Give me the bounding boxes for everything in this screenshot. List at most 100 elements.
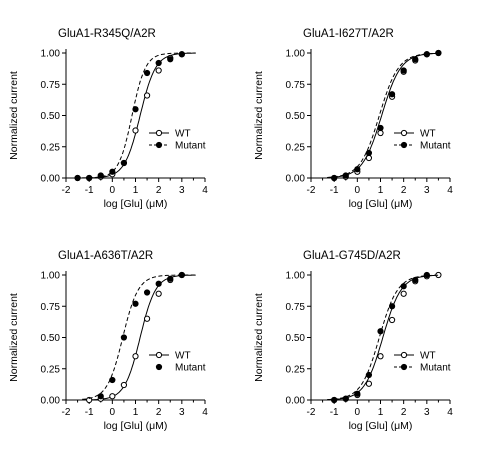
data-point-mutant (400, 283, 407, 290)
legend-marker (155, 141, 163, 149)
data-point-wt (155, 290, 162, 297)
x-tick-label: 4 (202, 185, 208, 196)
y-tick-label: 0.00 (41, 396, 61, 407)
chart-title: GluA1-A636T/A2R (58, 250, 153, 262)
legend-marker (155, 129, 163, 137)
y-axis-label: Normalized current (253, 293, 265, 382)
x-tick-label: 2 (401, 407, 407, 418)
legend-label: Mutant (175, 141, 206, 152)
x-tick-label: -1 (85, 407, 94, 418)
data-point-wt (86, 396, 93, 404)
data-point-wt (143, 315, 151, 322)
data-point-mutant (412, 276, 419, 284)
data-point-wt (377, 129, 384, 137)
x-tick-label: 4 (447, 185, 453, 196)
data-point-mutant (365, 149, 373, 157)
data-point-mutant (423, 51, 430, 58)
chart-panel-3: GluA1-A636T/A2R 0.00 0.25 0.50 0.75 1.00 -2 -1 0… (8, 250, 208, 432)
data-point-mutant (400, 67, 407, 74)
data-point-mutant (143, 289, 151, 296)
legend-marker (400, 351, 408, 359)
legend-marker (400, 141, 408, 149)
x-axis-label: log [Glu] (μM) (104, 420, 168, 432)
x-tick-label: 3 (179, 407, 185, 418)
fit-curve-mutant (327, 52, 441, 178)
y-tick-label: 0.75 (286, 302, 306, 313)
fit-curve-mutant (82, 274, 196, 400)
y-tick-label: 0.50 (41, 111, 61, 122)
x-tick-label: 1 (133, 407, 139, 418)
data-point-wt (365, 154, 373, 162)
data-point-mutant (97, 172, 104, 179)
data-point-mutant (388, 91, 396, 98)
data-point-wt (132, 353, 139, 360)
data-point-mutant (178, 271, 185, 279)
data-point-mutant (342, 395, 349, 402)
data-point-wt (143, 92, 151, 99)
x-tick-label: 3 (179, 185, 185, 196)
x-tick-label: 2 (156, 185, 162, 196)
data-point-mutant (120, 159, 128, 167)
data-point-mutant (412, 56, 419, 63)
legend-label: Mutant (175, 363, 206, 374)
data-point-wt (109, 393, 116, 400)
fit-curve-wt (327, 274, 441, 401)
chart-title: GluA1-G745D/A2R (303, 250, 401, 262)
y-axis-label: Normalized current (253, 71, 265, 160)
x-tick-label: 1 (378, 407, 384, 418)
data-point-mutant (354, 390, 361, 397)
chart-panel-4: GluA1-G745D/A2R 0.00 0.25 0.50 0.75 1.00 -2 -1 0… (253, 250, 453, 432)
chart-panel-2: GluA1-I627T/A2R 0.00 0.25 0.50 0.75 1.00 -2 -1 0… (253, 28, 453, 210)
x-tick-label: 0 (355, 185, 361, 196)
legend-marker (400, 363, 408, 371)
y-tick-label: 1.00 (41, 271, 61, 282)
y-tick-label: 0.75 (41, 302, 61, 313)
x-tick-label: -2 (307, 407, 316, 418)
data-point-mutant (109, 376, 116, 384)
fit-curve-wt (327, 52, 441, 179)
legend-marker (155, 363, 163, 371)
chart-title: GluA1-R345Q/A2R (58, 28, 156, 40)
data-point-mutant (377, 328, 384, 335)
y-axis-label: Normalized current (8, 293, 20, 382)
y-tick-label: 0.50 (41, 333, 61, 344)
x-tick-label: 1 (378, 185, 384, 196)
data-point-mutant (388, 303, 396, 310)
y-tick-label: 0.00 (286, 396, 306, 407)
chart-title: GluA1-I627T/A2R (303, 28, 394, 40)
x-axis-label: log [Glu] (μM) (349, 198, 413, 210)
data-point-mutant (132, 106, 139, 113)
y-tick-label: 0.25 (286, 142, 306, 153)
data-point-wt (365, 380, 373, 387)
y-tick-label: 0.75 (286, 80, 306, 91)
x-tick-label: -1 (330, 185, 339, 196)
data-point-mutant (435, 49, 442, 57)
data-point-mutant (120, 334, 128, 341)
y-tick-label: 1.00 (41, 49, 61, 60)
x-tick-label: 4 (202, 407, 208, 418)
legend-marker (400, 129, 408, 137)
x-tick-label: -2 (307, 185, 316, 196)
fit-curve-wt (82, 274, 196, 401)
data-point-mutant (155, 59, 162, 67)
chart-panel-1: GluA1-R345Q/A2R 0.00 0.25 0.50 0.75 1.00 -2 -1 0… (8, 28, 208, 210)
y-tick-label: 0.25 (286, 364, 306, 375)
legend-label: WT (175, 129, 191, 140)
y-tick-label: 0.25 (41, 364, 61, 375)
y-tick-label: 1.00 (286, 49, 306, 60)
data-point-wt (120, 381, 128, 389)
x-tick-label: 0 (110, 185, 116, 196)
data-point-mutant (109, 168, 116, 175)
y-axis-label: Normalized current (8, 71, 20, 160)
data-point-wt (155, 67, 162, 74)
legend-label: WT (420, 129, 436, 140)
data-point-mutant (331, 174, 338, 182)
data-point-mutant (155, 280, 162, 287)
legend-label: Mutant (420, 141, 451, 152)
legend-label: Mutant (420, 363, 451, 374)
x-tick-label: 0 (355, 407, 361, 418)
x-tick-label: 4 (447, 407, 453, 418)
y-tick-label: 0.25 (41, 142, 61, 153)
data-point-wt (132, 127, 139, 134)
